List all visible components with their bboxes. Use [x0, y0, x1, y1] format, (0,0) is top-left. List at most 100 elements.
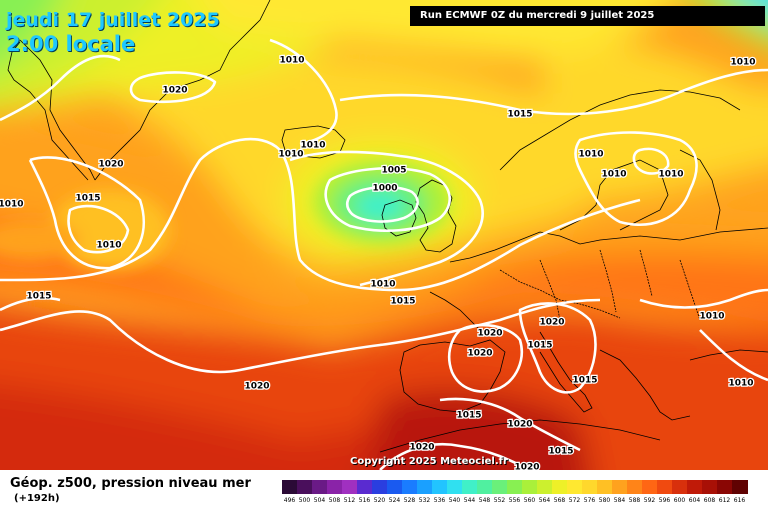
color-scale-label: 580 — [598, 497, 611, 504]
isobar-label: 1020 — [244, 382, 269, 392]
color-scale-swatch — [702, 480, 718, 494]
color-scale-label: 536 — [433, 497, 446, 504]
color-scale-swatch — [492, 480, 508, 494]
color-scale-label: 540 — [448, 497, 461, 504]
isobar-label: 1000 — [372, 184, 397, 194]
color-scale-label: 588 — [628, 497, 641, 504]
color-scale-label: 568 — [553, 497, 566, 504]
isobar-label: 1020 — [477, 329, 502, 339]
color-scale-swatch — [312, 480, 328, 494]
isobar-label: 1010 — [370, 280, 395, 290]
isobar-label: 1010 — [279, 56, 304, 66]
isobar-label: 1010 — [728, 379, 753, 389]
color-scale-swatch — [432, 480, 448, 494]
color-scale-label: 532 — [418, 497, 431, 504]
color-scale-label: 556 — [508, 497, 521, 504]
color-scale-label: 520 — [373, 497, 386, 504]
run-info-banner: Run ECMWF 0Z du mercredi 9 juillet 2025 — [410, 6, 765, 26]
legend-title: Géop. z500, pression niveau mer — [10, 476, 251, 491]
color-scale-label: 504 — [313, 497, 326, 504]
isobar-label: 1010 — [658, 170, 683, 180]
color-scale-swatch — [567, 480, 583, 494]
legend-panel: Géop. z500, pression niveau mer (+192h) … — [0, 470, 768, 512]
color-scale-swatch — [582, 480, 598, 494]
color-scale-label: 608 — [703, 497, 716, 504]
isobar-label: 1015 — [507, 110, 532, 120]
color-scale-swatch — [642, 480, 658, 494]
valid-time: 2:00 locale — [6, 32, 136, 56]
color-scale-label: 508 — [328, 497, 341, 504]
isobar-label: 1015 — [26, 292, 51, 302]
color-scale-swatch — [627, 480, 643, 494]
color-scale-swatch — [357, 480, 373, 494]
color-scale-swatch — [462, 480, 478, 494]
isobar-label: 1010 — [96, 241, 121, 251]
color-scale-swatch — [717, 480, 733, 494]
color-scale-label: 496 — [283, 497, 296, 504]
valid-date: jeudi 17 juillet 2025 — [6, 9, 220, 31]
color-scale-label: 604 — [688, 497, 701, 504]
color-scale-label: 524 — [388, 497, 401, 504]
isobar-label: 1015 — [75, 194, 100, 204]
color-scale-swatch — [687, 480, 703, 494]
color-scale-swatch — [477, 480, 493, 494]
isobar-label: 1010 — [730, 58, 755, 68]
isobars — [0, 38, 768, 470]
color-scale-label: 500 — [298, 497, 311, 504]
color-scale-label: 544 — [463, 497, 476, 504]
isobar-label: 1020 — [514, 463, 539, 471]
color-scale-label: 592 — [643, 497, 656, 504]
isobar-label: 1020 — [98, 160, 123, 170]
color-scale-swatch — [537, 480, 553, 494]
color-scale-swatch — [597, 480, 613, 494]
isobar-label: 1015 — [548, 447, 573, 457]
map-canvas: 1010 1010 1020 1015 1010 1010 1010 1020 1005 1010… — [0, 0, 768, 470]
color-scale-swatch — [297, 480, 313, 494]
isobar-labels: 1010 1010 1020 1015 1010 1010 1010 1020 1005 1010… — [0, 54, 757, 471]
color-scale-swatch — [552, 480, 568, 494]
color-scale-swatch — [387, 480, 403, 494]
color-scale-swatch — [507, 480, 523, 494]
isobar-label: 1005 — [381, 166, 406, 176]
color-scale-label: 564 — [538, 497, 551, 504]
color-scale-swatch — [447, 480, 463, 494]
color-scale-swatch — [327, 480, 343, 494]
color-scale-swatch — [732, 480, 748, 494]
lead-time-label: (+192h) — [14, 493, 60, 504]
color-scale-label: 516 — [358, 497, 371, 504]
color-scale-label: 616 — [733, 497, 746, 504]
isobar-label: 1020 — [507, 420, 532, 430]
color-scale-swatch — [522, 480, 538, 494]
color-scale-swatch — [372, 480, 388, 494]
color-scale-label: 528 — [403, 497, 416, 504]
isobar-label: 1010 — [278, 150, 303, 160]
isobar-label: 1020 — [467, 349, 492, 359]
color-scale-label: 584 — [613, 497, 626, 504]
isobar-label: 1020 — [409, 443, 434, 453]
forecast-map: 1010 1010 1020 1015 1010 1010 1010 1020 1005 1010… — [0, 0, 768, 470]
color-scale-swatch — [657, 480, 673, 494]
color-scale-label: 512 — [343, 497, 356, 504]
color-scale-label: 612 — [718, 497, 731, 504]
color-scale-label: 600 — [673, 497, 686, 504]
color-scale-label: 576 — [583, 497, 596, 504]
isobar-label: 1010 — [601, 170, 626, 180]
color-scale-swatch — [417, 480, 433, 494]
isobar-label: 1015 — [527, 341, 552, 351]
isobar-label: 1015 — [390, 297, 415, 307]
color-scale-label: 548 — [478, 497, 491, 504]
isobar-label: 1015 — [572, 376, 597, 386]
isobar-label: 1020 — [539, 318, 564, 328]
isobar-label: 1015 — [456, 411, 481, 421]
color-scale-swatch — [672, 480, 688, 494]
color-scale-swatch — [342, 480, 358, 494]
copyright-text: Copyright 2025 Meteociel.fr — [350, 456, 508, 467]
color-scale: 496 500 504 508 512 516 520 524 528 532 536 540 544 5… — [282, 480, 748, 510]
isobar-label: 1010 — [699, 312, 724, 322]
color-scale-swatch — [612, 480, 628, 494]
color-scale-label: 552 — [493, 497, 506, 504]
geopotential-field — [0, 0, 768, 470]
color-scale-label: 560 — [523, 497, 536, 504]
color-scale-swatch — [402, 480, 418, 494]
isobar-label: 1020 — [162, 86, 187, 96]
